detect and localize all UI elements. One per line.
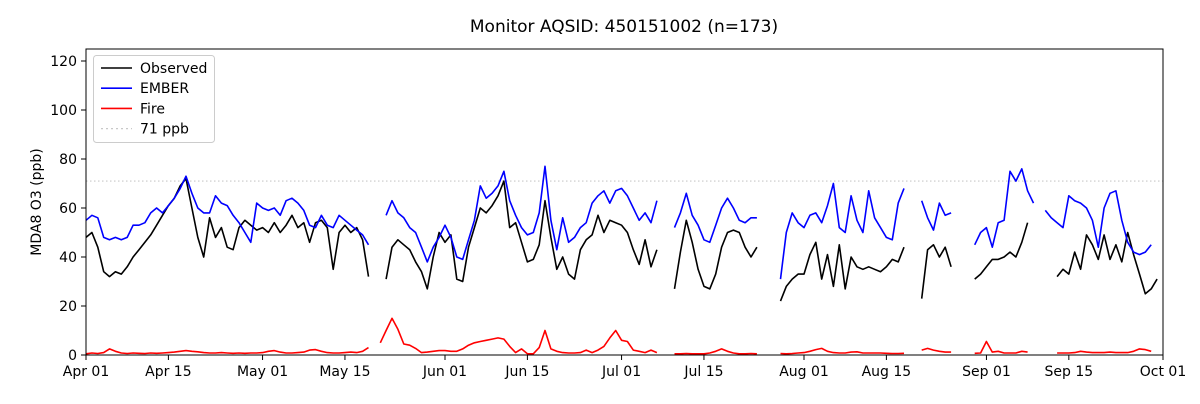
x-tick-label: Jun 15 — [504, 364, 549, 380]
x-tick-label: Oct 01 — [1140, 364, 1186, 380]
x-tick-label: Jul 01 — [601, 364, 641, 380]
series-line-fire — [85, 317, 1152, 355]
axes: Apr 01 Apr 15 May 01 May 15 Jun 01 Jun 15 Jul … — [50, 48, 1186, 380]
legend: Observed EMBER Fire 71 ppb — [93, 55, 215, 143]
y-tick-label: 60 — [59, 201, 77, 217]
y-tick-label: 100 — [50, 103, 77, 119]
x-tick-label: Aug 15 — [862, 364, 912, 380]
y-tick-label: 0 — [68, 348, 77, 364]
x-tick-label: Sep 01 — [962, 364, 1011, 380]
y-tick-label: 120 — [50, 54, 77, 70]
legend-label-fire: Fire — [140, 101, 165, 117]
x-tick-label: Jun 01 — [422, 364, 467, 380]
legend-label-71-ppb: 71 ppb — [140, 122, 189, 138]
y-axis-label: MDA8 O3 (ppb) — [29, 148, 45, 256]
x-tick-label: May 15 — [319, 364, 370, 380]
x-tick-label: Sep 15 — [1045, 364, 1094, 380]
chart-title: Monitor AQSID: 450151002 (n=173) — [470, 17, 778, 37]
series-line-observed — [85, 177, 1158, 302]
plot-frame — [85, 48, 1164, 356]
legend-box — [93, 55, 215, 143]
y-tick-label: 20 — [59, 299, 77, 315]
x-tick-label: Apr 01 — [63, 364, 109, 380]
x-tick-label: Apr 15 — [145, 364, 191, 380]
legend-label-ember: EMBER — [140, 81, 189, 97]
legend-label-observed: Observed — [140, 61, 207, 77]
x-tick-label: Aug 01 — [779, 364, 829, 380]
series-line-ember — [85, 165, 1152, 280]
y-tick-label: 40 — [59, 250, 77, 266]
x-tick-label: Jul 15 — [683, 364, 723, 380]
plot-area — [85, 165, 1163, 355]
y-tick-label: 80 — [59, 152, 77, 168]
x-tick-label: May 01 — [237, 364, 288, 380]
